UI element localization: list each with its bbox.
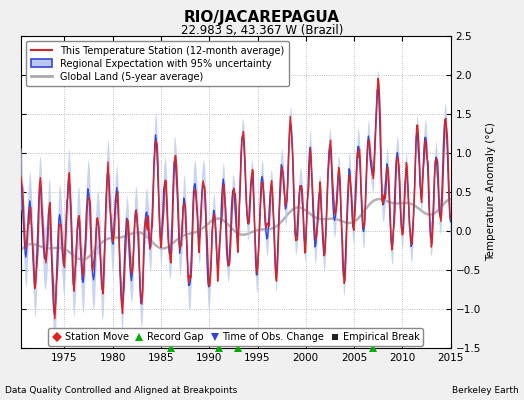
Text: Data Quality Controlled and Aligned at Breakpoints: Data Quality Controlled and Aligned at B… xyxy=(5,386,237,395)
Legend: Station Move, Record Gap, Time of Obs. Change, Empirical Break: Station Move, Record Gap, Time of Obs. C… xyxy=(48,328,423,346)
Y-axis label: Temperature Anomaly (°C): Temperature Anomaly (°C) xyxy=(486,122,496,262)
Text: Berkeley Earth: Berkeley Earth xyxy=(452,386,519,395)
Text: RIO/JACAREPAGUA: RIO/JACAREPAGUA xyxy=(184,10,340,25)
Text: 22.983 S, 43.367 W (Brazil): 22.983 S, 43.367 W (Brazil) xyxy=(181,24,343,37)
